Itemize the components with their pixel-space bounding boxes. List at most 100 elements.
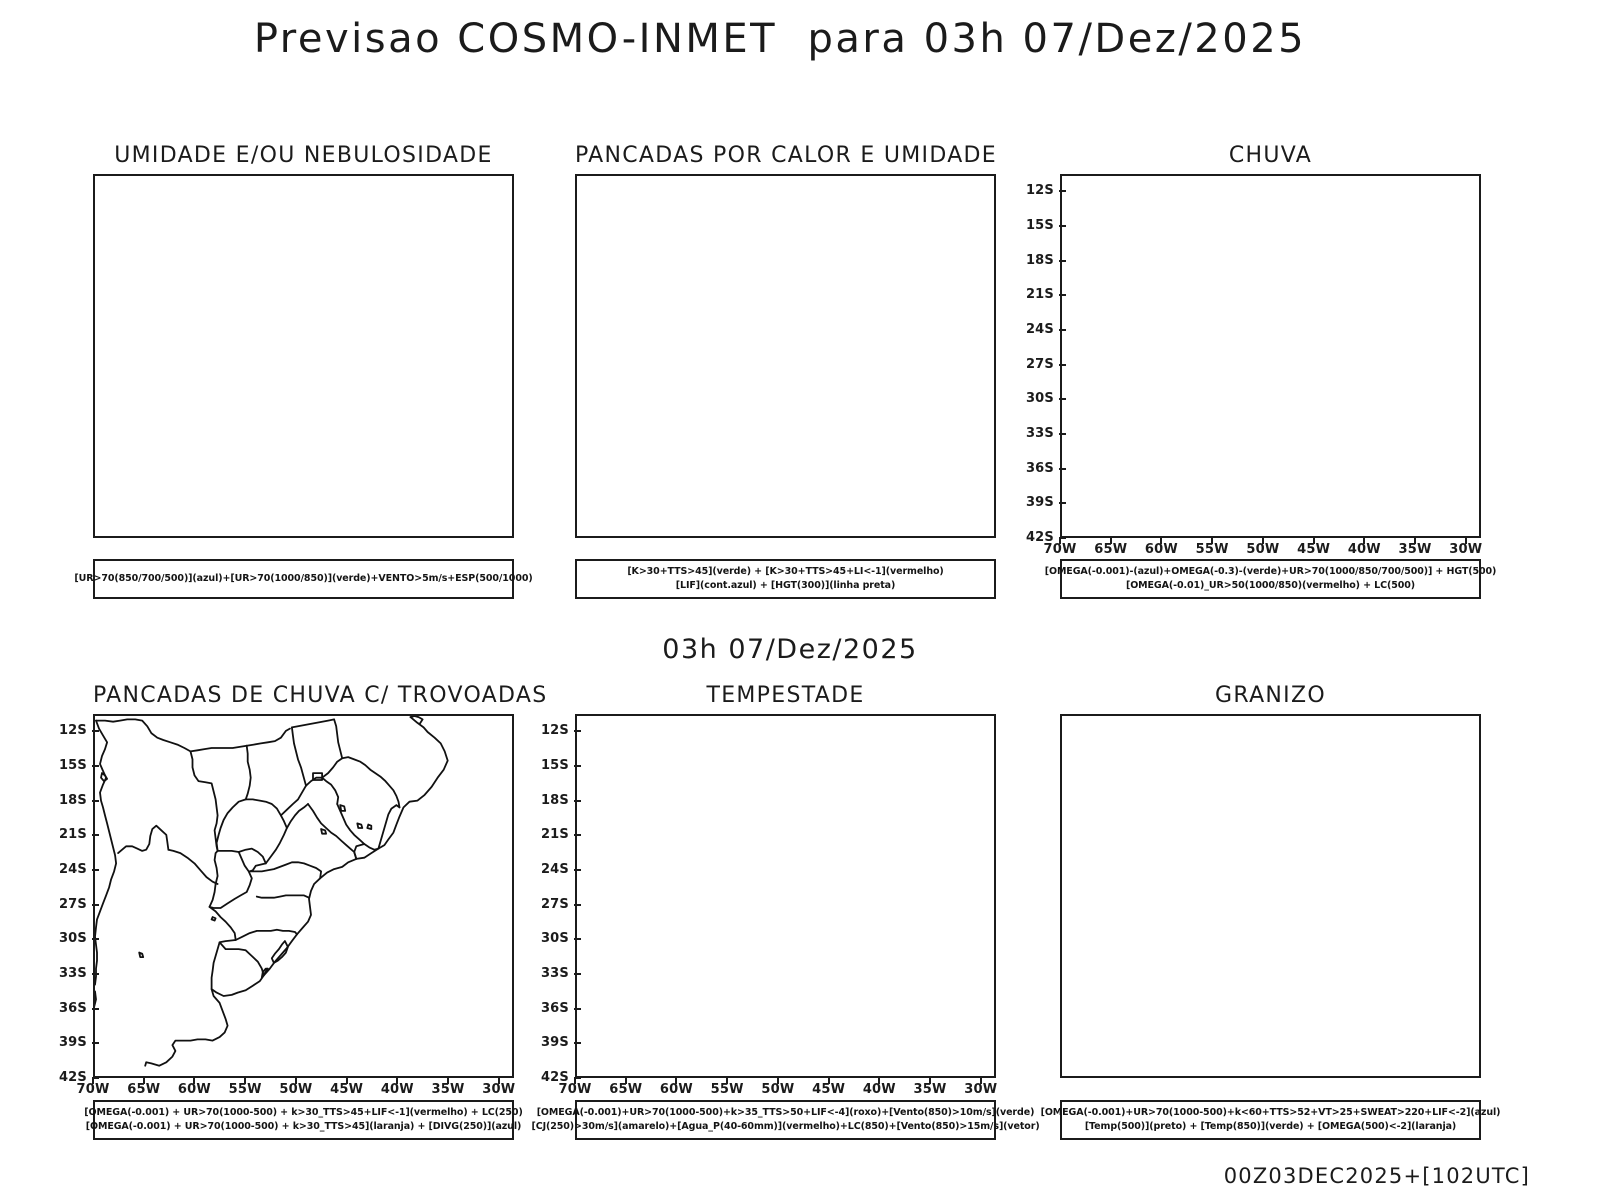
y-axis-tick-mark xyxy=(1059,190,1066,193)
x-axis-tick-label: 60W xyxy=(1144,542,1178,557)
y-axis-tick-mark xyxy=(1059,537,1066,539)
x-axis-tick-mark xyxy=(345,1077,348,1084)
y-axis-tick-label: 33S xyxy=(540,966,569,981)
panel-title-granizo: GRANIZO xyxy=(1215,683,1326,708)
y-axis-tick-label: 18S xyxy=(540,792,569,808)
y-axis-tick-label: 42S xyxy=(58,1070,87,1085)
y-axis-tick-label: 39S xyxy=(58,1035,87,1051)
x-axis-tick-mark xyxy=(142,1077,145,1084)
y-axis-tick-label: 21S xyxy=(1025,287,1054,303)
y-axis-tick-mark xyxy=(1059,363,1066,366)
plot-area-granizo[interactable] xyxy=(1060,714,1481,1078)
caption-line: [OMEGA(-0.001)-(azul)+OMEGA(-0.3)-(verde… xyxy=(1044,566,1497,578)
x-axis-tick-mark xyxy=(776,1077,779,1084)
middle-subtitle: 03h 07/Dez/2025 xyxy=(662,634,918,665)
x-axis-tick-label: 35W xyxy=(431,1082,465,1097)
y-axis-tick-label: 42S xyxy=(540,1070,569,1085)
y-axis-tick-mark xyxy=(574,1007,581,1010)
caption-line: [OMEGA(-0.01)_UR>50(1000/850)(vermelho) … xyxy=(1125,580,1416,591)
y-axis-tick-label: 12S xyxy=(58,723,87,739)
plot-area-umidade[interactable] xyxy=(93,174,514,538)
x-axis-tick-mark xyxy=(574,1077,576,1084)
y-axis-tick-mark xyxy=(574,1042,581,1045)
y-axis-tick-mark xyxy=(574,834,581,837)
x-axis-tick-label: 60W xyxy=(659,1082,693,1097)
y-axis-tick-mark xyxy=(574,765,581,767)
x-axis-tick-mark xyxy=(1261,537,1264,544)
panel-title-pancadas-calor: PANCADAS POR CALOR E UMIDADE xyxy=(575,143,997,168)
x-axis-tick-mark xyxy=(1211,537,1214,544)
x-axis-tick-label: 65W xyxy=(609,1082,643,1097)
x-axis-tick-label: 50W xyxy=(761,1082,795,1097)
plot-area-tempestade[interactable] xyxy=(575,714,996,1078)
x-axis-tick-label: 50W xyxy=(1246,542,1280,557)
y-axis-tick-label: 27S xyxy=(540,896,569,912)
y-axis-tick-label: 12S xyxy=(540,723,569,739)
y-axis-tick-mark xyxy=(574,1077,581,1079)
y-axis-tick-label: 24S xyxy=(540,862,569,877)
y-axis-tick-label: 36S xyxy=(58,1000,87,1016)
y-axis-tick-label: 21S xyxy=(58,827,87,843)
y-axis-tick-label: 15S xyxy=(1025,218,1054,233)
y-axis-tick-label: 15S xyxy=(58,758,87,773)
caption-box-chuva: [OMEGA(-0.001)-(azul)+OMEGA(-0.3)-(verde… xyxy=(1045,559,1496,599)
x-axis-tick-mark xyxy=(193,1077,196,1084)
y-axis-tick-label: 12S xyxy=(1025,183,1054,199)
y-axis-tick-mark xyxy=(92,730,99,733)
x-axis-tick-mark xyxy=(1160,537,1163,544)
x-axis-tick-mark xyxy=(1312,537,1315,544)
x-axis-tick-label: 70W xyxy=(76,1082,110,1097)
plot-area-pancadas-calor[interactable] xyxy=(575,174,996,538)
x-axis-tick-label: 50W xyxy=(279,1082,313,1097)
x-axis-tick-mark xyxy=(1109,537,1112,544)
y-axis-tick-mark xyxy=(92,938,99,941)
y-axis-tick-label: 30S xyxy=(1025,391,1054,407)
run-timestamp-stamp: 00Z03DEC2025+[102UTC] xyxy=(1223,1164,1530,1188)
caption-line: [CJ(250)>30m/s](amarelo)+[Agua_P(40-60mm… xyxy=(531,1121,1040,1132)
x-axis-tick-label: 35W xyxy=(913,1082,947,1097)
plot-area-pancadas-trovoadas[interactable] xyxy=(93,714,514,1078)
x-axis-tick-label: 60W xyxy=(177,1082,211,1097)
caption-box-umidade: [UR>70(850/700/500)](azul)+[UR>70(1000/8… xyxy=(74,559,533,599)
y-axis-tick-mark xyxy=(574,869,581,871)
x-axis-tick-mark xyxy=(675,1077,678,1084)
caption-line: [UR>70(850/700/500)](azul)+[UR>70(1000/8… xyxy=(74,573,533,585)
x-axis-tick-mark xyxy=(244,1077,247,1084)
y-axis-tick-label: 36S xyxy=(1025,460,1054,476)
x-axis-tick-label: 70W xyxy=(558,1082,592,1097)
y-axis-tick-mark xyxy=(92,869,99,871)
x-axis-tick-label: 45W xyxy=(1297,542,1331,557)
caption-line: [OMEGA(-0.001) + UR>70(1000-500) + k>30_… xyxy=(84,1107,523,1119)
y-axis-tick-mark xyxy=(1059,329,1066,331)
x-axis-tick-label: 40W xyxy=(862,1082,896,1097)
y-axis-tick-mark xyxy=(1059,433,1066,435)
y-axis-tick-label: 36S xyxy=(540,1000,569,1016)
y-axis-tick-label: 30S xyxy=(58,931,87,947)
x-axis-tick-mark xyxy=(497,1077,500,1084)
caption-line: [OMEGA(-0.001) + UR>70(1000-500) + k>30_… xyxy=(85,1121,522,1132)
y-axis-tick-label: 27S xyxy=(58,896,87,912)
caption-line: [LIF](cont.azul) + [HGT(300)](linha pret… xyxy=(675,580,896,591)
caption-line: [K>30+TTS>45](verde) + [K>30+TTS>45+LI<-… xyxy=(627,566,944,578)
plot-area-chuva[interactable] xyxy=(1060,174,1481,538)
x-axis-tick-mark xyxy=(726,1077,729,1084)
y-axis-tick-label: 18S xyxy=(58,792,87,808)
map-coastlines xyxy=(95,716,449,1067)
x-axis-tick-label: 65W xyxy=(127,1082,161,1097)
x-axis-tick-mark xyxy=(1363,537,1366,544)
y-axis-tick-label: 18S xyxy=(1025,252,1054,268)
y-axis-tick-mark xyxy=(1059,294,1066,297)
caption-line: [Temp(500)](preto) + [Temp(850)](verde) … xyxy=(1084,1121,1457,1132)
x-axis-tick-mark xyxy=(929,1077,932,1084)
x-axis-tick-mark xyxy=(1464,537,1467,544)
x-axis-tick-label: 30W xyxy=(1449,542,1483,557)
y-axis-tick-mark xyxy=(574,903,581,906)
x-axis-tick-mark xyxy=(827,1077,830,1084)
y-axis-tick-mark xyxy=(574,973,581,975)
y-axis-tick-mark xyxy=(92,1007,99,1010)
x-axis-tick-mark xyxy=(1059,537,1061,544)
x-axis-tick-label: 45W xyxy=(330,1082,364,1097)
panel-title-pancadas-trovoadas: PANCADAS DE CHUVA C/ TROVOADAS xyxy=(93,683,548,708)
y-axis-tick-mark xyxy=(574,730,581,733)
x-axis-tick-label: 55W xyxy=(1195,542,1229,557)
